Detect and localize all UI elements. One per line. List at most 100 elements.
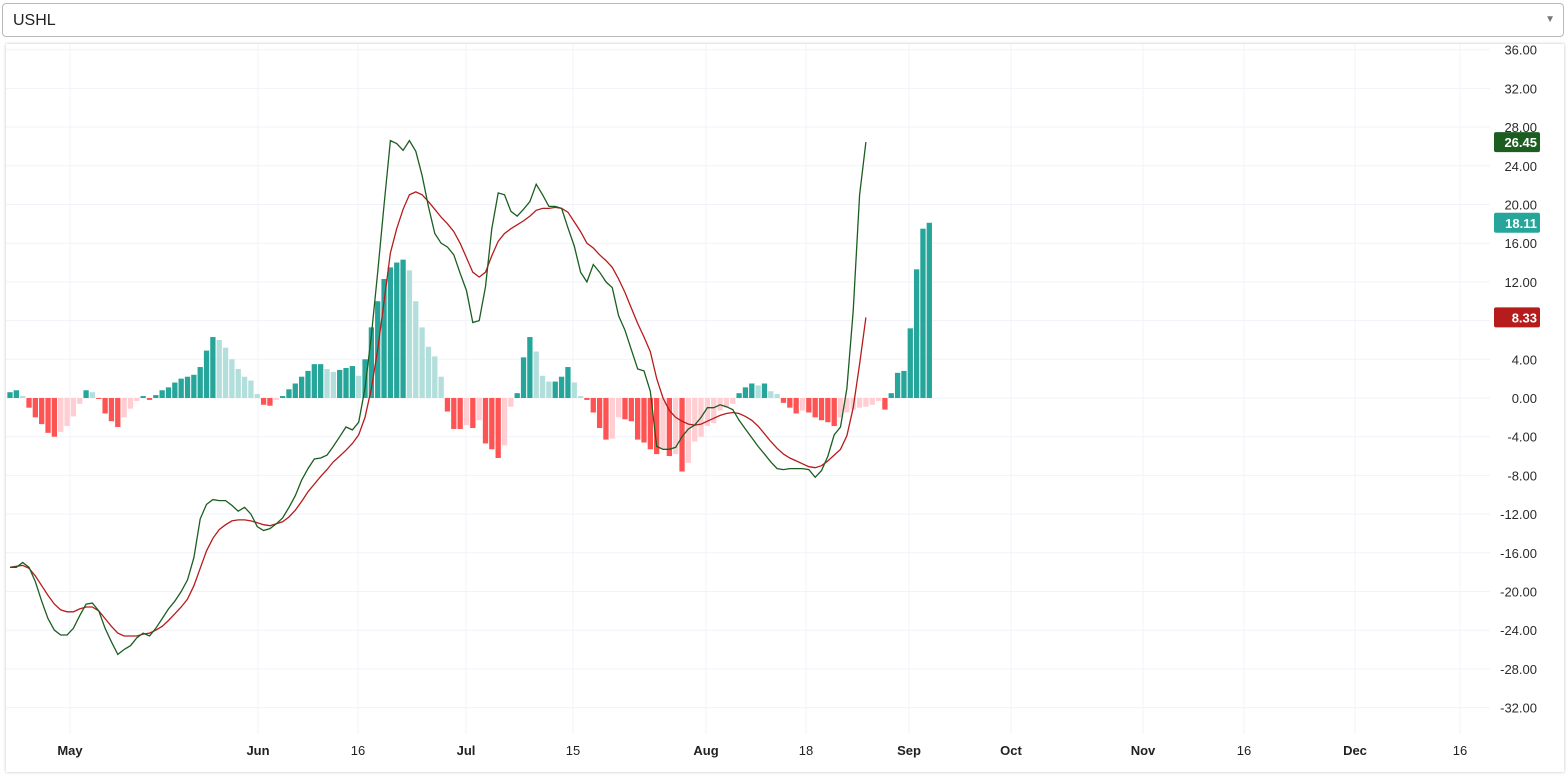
- x-tick-label: Sep: [897, 743, 921, 758]
- macd-series: [10, 139, 867, 656]
- x-tick-label: Jun: [246, 743, 269, 758]
- histogram-bar: [666, 398, 673, 457]
- histogram-bar: [533, 351, 539, 398]
- histogram-bar: [267, 398, 273, 406]
- svg-text:18.11: 18.11: [1505, 216, 1537, 231]
- histogram-bar: [362, 359, 368, 398]
- histogram-bar: [558, 376, 565, 398]
- histogram-bar: [419, 327, 425, 398]
- histogram-bar: [70, 398, 77, 417]
- histogram-bar: [736, 393, 742, 398]
- histogram-bar: [514, 393, 520, 398]
- y-tick-label: 0.00: [1512, 391, 1537, 406]
- histogram-bar: [400, 259, 406, 398]
- histogram-bar: [425, 346, 432, 398]
- histogram-bar: [394, 262, 400, 398]
- histogram-bar: [172, 382, 178, 398]
- histogram-bar: [153, 395, 159, 398]
- histogram-bar: [20, 396, 26, 398]
- y-tick-label: -28.00: [1500, 662, 1537, 677]
- chevron-down-icon[interactable]: ▼: [1545, 14, 1555, 25]
- histogram-bar: [723, 398, 730, 408]
- histogram-bar: [673, 398, 679, 455]
- histogram-bar: [711, 398, 717, 424]
- y-tick-label: 20.00: [1504, 198, 1537, 213]
- histogram-bar: [527, 337, 533, 398]
- histogram-bar: [793, 398, 799, 414]
- macd-value-badge: 26.45: [1494, 132, 1540, 153]
- y-tick-label: -20.00: [1500, 585, 1537, 600]
- histogram-bar: [432, 356, 438, 398]
- histogram-bar: [565, 367, 571, 398]
- histogram-bar: [305, 370, 311, 398]
- histogram-bar: [831, 398, 837, 427]
- histogram-bar: [875, 398, 882, 401]
- histogram-bar: [298, 376, 305, 398]
- histogram-bar: [134, 398, 140, 401]
- histogram-bar: [77, 398, 83, 404]
- histogram-bar: [882, 398, 888, 410]
- histogram-bar: [660, 398, 666, 449]
- histogram-bar: [248, 380, 254, 398]
- histogram-bar: [413, 301, 419, 398]
- histogram-bar: [165, 387, 172, 398]
- histogram-bar: [273, 398, 279, 400]
- histogram-bar: [349, 366, 356, 398]
- histogram-bar: [102, 398, 108, 414]
- histogram-bar: [926, 222, 932, 398]
- histogram-bar: [894, 372, 901, 398]
- histogram-bar: [254, 394, 260, 398]
- y-tick-label: -4.00: [1507, 430, 1537, 445]
- histogram-bar: [615, 398, 622, 418]
- svg-text:8.33: 8.33: [1512, 310, 1537, 325]
- histogram-bar: [108, 398, 115, 422]
- x-tick-label: Aug: [693, 743, 718, 758]
- symbol-selector[interactable]: USHL ▼: [2, 3, 1564, 37]
- histogram-bar: [901, 370, 907, 398]
- histogram-bar: [863, 398, 869, 407]
- svg-text:26.45: 26.45: [1504, 135, 1537, 150]
- histogram-bar: [58, 398, 64, 432]
- histogram-bar: [457, 398, 463, 429]
- histogram-bar: [489, 398, 495, 450]
- symbol-selector-value: USHL: [13, 12, 56, 29]
- histogram-bar: [89, 392, 96, 398]
- histogram-bar: [115, 398, 121, 428]
- histogram-bar: [463, 398, 470, 426]
- histogram-bar: [920, 228, 926, 398]
- histogram-bar: [381, 278, 387, 398]
- y-tick-label: -16.00: [1500, 546, 1537, 561]
- histogram-bar: [780, 398, 787, 403]
- histogram-bar: [571, 382, 577, 398]
- x-tick-label: May: [57, 743, 83, 758]
- histogram-bar: [83, 390, 89, 398]
- histogram-bar: [235, 368, 241, 398]
- histogram-bar: [444, 398, 451, 412]
- histogram-bar: [51, 398, 58, 437]
- histogram-series: [7, 222, 932, 472]
- histogram-bar: [39, 398, 45, 425]
- histogram-bar: [609, 398, 615, 439]
- x-tick-label: Jul: [457, 743, 476, 758]
- y-tick-label: 36.00: [1504, 44, 1537, 58]
- histogram-bar: [64, 398, 70, 427]
- histogram-bar: [159, 390, 165, 398]
- histogram-bar: [704, 398, 711, 427]
- x-tick-label: Oct: [1000, 743, 1022, 758]
- histogram-bar: [520, 357, 527, 398]
- histogram-bar: [787, 398, 793, 408]
- histogram-bar: [622, 398, 628, 420]
- histogram-bar: [476, 398, 482, 421]
- signal-line: [9, 191, 867, 637]
- histogram-bar: [755, 385, 761, 398]
- histogram-bar: [552, 381, 558, 398]
- chart-panel[interactable]: 36.0032.0028.0024.0020.0016.0012.008.004…: [6, 44, 1564, 772]
- macd-chart[interactable]: 36.0032.0028.0024.0020.0016.0012.008.004…: [6, 44, 1564, 772]
- histogram-bar: [508, 398, 514, 407]
- histogram-bar: [596, 398, 603, 428]
- x-tick-label: 15: [566, 743, 580, 758]
- x-tick-label: 16: [1453, 743, 1467, 758]
- signal-series: [9, 191, 867, 637]
- x-axis: May Jun 16 Jul 15 Aug 18 Sep Oct Nov 16 Dec 16: [57, 743, 1467, 758]
- y-tick-label: 16.00: [1504, 236, 1537, 251]
